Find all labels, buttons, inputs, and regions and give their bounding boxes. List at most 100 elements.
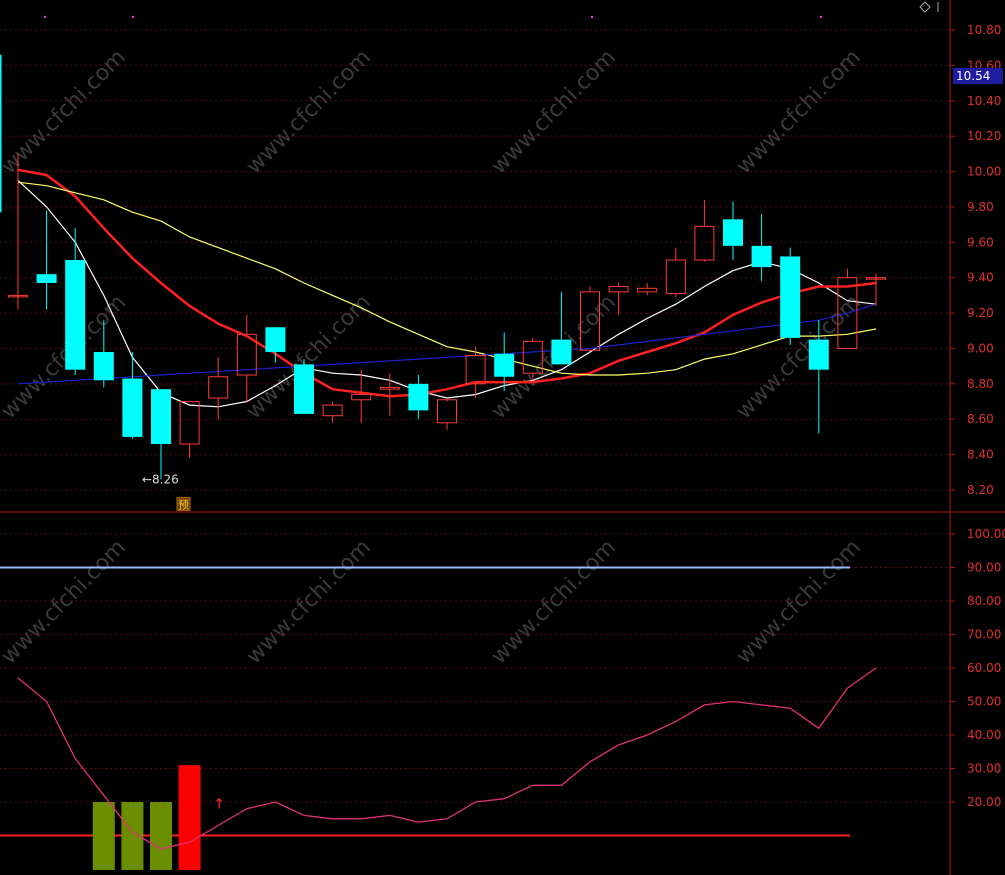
indicator-series-line	[17, 667, 877, 850]
candle-body	[751, 245, 772, 268]
price-tick-label: 8.40	[967, 448, 994, 462]
candle	[322, 401, 343, 423]
candle-body	[151, 389, 171, 444]
candle	[751, 214, 772, 282]
candle	[694, 199, 715, 262]
candle-body	[723, 219, 743, 246]
candle-body	[208, 376, 229, 399]
candle	[122, 352, 143, 439]
candle	[236, 314, 257, 402]
top-dot	[43, 15, 47, 19]
indicator-tick-label: 50.00	[967, 695, 1001, 709]
candle-body	[236, 333, 257, 376]
candle-body	[322, 404, 343, 417]
moving-average-line	[17, 168, 877, 398]
indicator-bar	[150, 802, 172, 870]
candle-body	[580, 291, 600, 351]
candle-body	[780, 256, 801, 338]
candle-body	[465, 355, 486, 385]
candle-body	[637, 287, 658, 293]
candle-body	[808, 339, 829, 370]
candle	[179, 401, 200, 459]
candle-body	[437, 399, 457, 424]
diamond-icon[interactable]	[919, 1, 931, 13]
top-dot	[590, 15, 594, 19]
candle	[93, 320, 114, 388]
price-tick-label: 9.60	[967, 235, 994, 249]
candle-body	[494, 353, 515, 377]
candle-body	[866, 277, 886, 280]
price-tick-label: 10.40	[967, 94, 1001, 108]
candle	[780, 247, 801, 345]
price-tick-label: 10.00	[967, 165, 1001, 179]
forecast-badge-label: 预	[178, 498, 189, 511]
candle-body	[265, 327, 286, 352]
candle	[522, 337, 543, 379]
candle	[551, 291, 572, 365]
candle	[465, 346, 486, 398]
signal-arrow-icon: ↑	[213, 797, 225, 813]
candle	[208, 357, 229, 420]
candle	[36, 210, 57, 310]
candlesticks	[0, 54, 886, 480]
candle	[837, 268, 858, 349]
current-price-label: 10.54	[956, 69, 990, 83]
indicator-tick-label: 90.00	[967, 561, 1001, 575]
price-tick-label: 10.20	[967, 129, 1001, 143]
candle-body	[122, 378, 143, 437]
price-tick-label: 8.80	[967, 377, 994, 391]
candle-body	[379, 386, 400, 390]
candle	[265, 327, 286, 363]
candle-body	[837, 277, 858, 349]
candle-body	[8, 294, 28, 298]
moving-average-line	[17, 181, 877, 376]
indicator-bar	[178, 765, 201, 870]
candle-body	[694, 225, 715, 261]
indicator-bar	[92, 802, 115, 870]
low-price-label: ←8.26	[142, 472, 179, 486]
candle-body	[351, 393, 372, 401]
indicator-line	[17, 667, 877, 850]
candle-body	[179, 401, 200, 445]
candle	[437, 399, 457, 430]
candle-body	[294, 364, 314, 414]
candle	[294, 359, 314, 414]
indicator-tick-label: 70.00	[967, 628, 1001, 642]
price-tick-label: 9.00	[967, 341, 994, 355]
candle-body	[522, 340, 543, 374]
price-tick-label: 9.40	[967, 271, 994, 285]
moving-average-line	[17, 303, 877, 385]
candle	[494, 332, 515, 391]
indicator-tick-label: 100.00	[967, 527, 1005, 541]
indicator-bar	[121, 802, 144, 870]
candle	[408, 375, 429, 420]
candle	[608, 283, 629, 315]
indicator-tick-label: 40.00	[967, 728, 1001, 742]
indicator-tick-label: 30.00	[967, 762, 1001, 776]
candle	[580, 286, 600, 351]
candle	[723, 201, 743, 260]
candle	[351, 369, 372, 423]
candle-body	[665, 259, 686, 295]
price-tick-label: 9.20	[967, 306, 994, 320]
candle	[637, 283, 658, 296]
candle	[808, 320, 829, 434]
forecast-badge	[176, 496, 191, 511]
candle-body	[608, 286, 629, 293]
candle-body	[93, 352, 114, 381]
top-dot	[819, 15, 823, 19]
candle-body	[408, 383, 429, 411]
candle-body	[65, 260, 86, 370]
candle	[866, 274, 886, 306]
annotations: ↑ ←8.26 预	[142, 472, 225, 812]
indicator-tick-label: 60.00	[967, 661, 1001, 675]
candle-body	[36, 274, 57, 283]
price-tick-label: 8.20	[967, 483, 994, 497]
candle	[151, 389, 171, 480]
indicator-tick-label: 20.00	[967, 795, 1001, 809]
indicator-axis: 100.00 90.00 80.00 70.00 60.00 50.00 40.00 30.0…	[950, 527, 1005, 809]
current-price-box	[953, 68, 1003, 84]
price-tick-label: 9.80	[967, 200, 994, 214]
top-dot	[131, 15, 135, 19]
